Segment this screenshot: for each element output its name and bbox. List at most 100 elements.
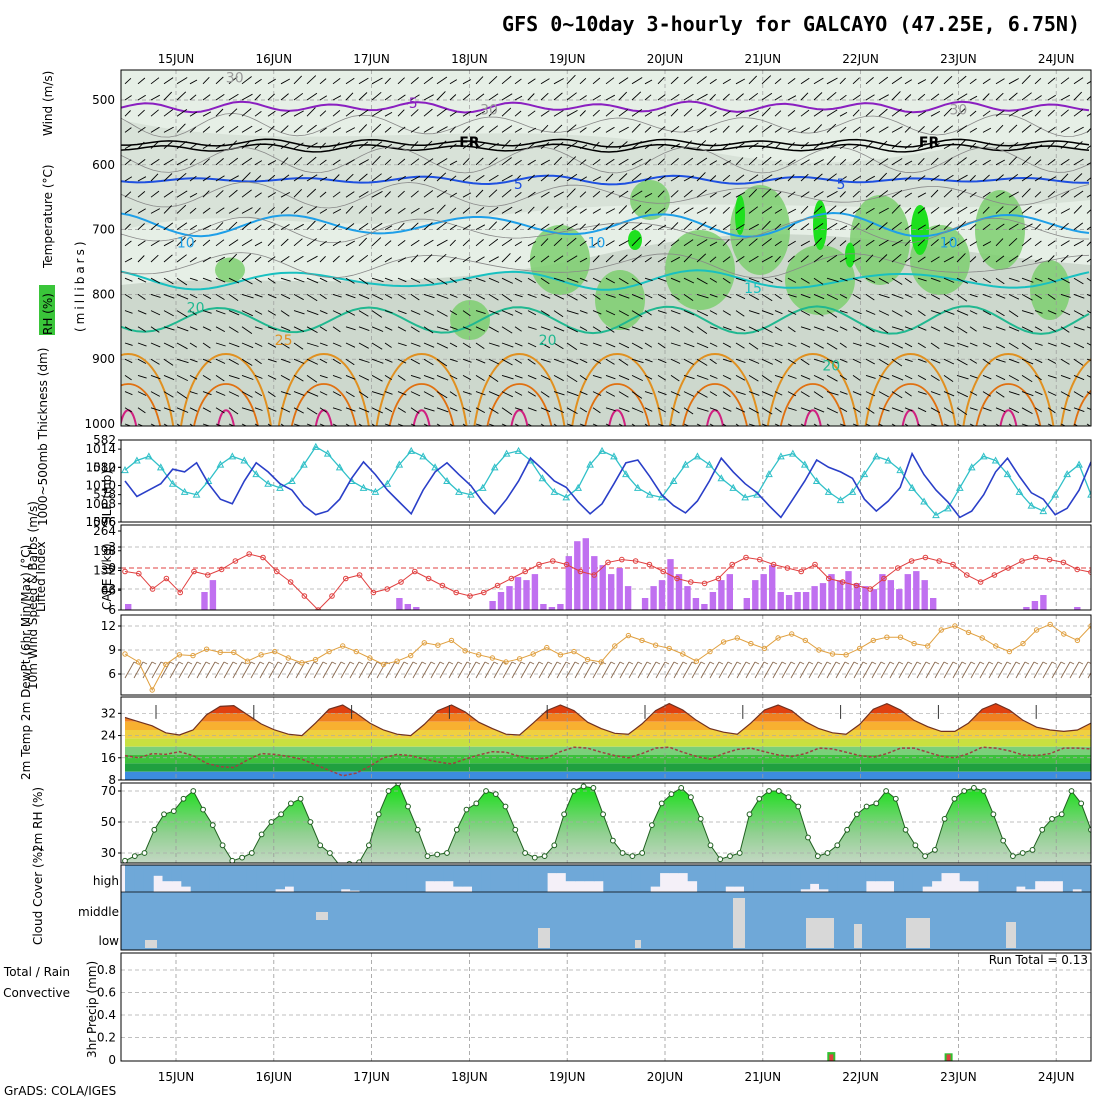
wind-barb bbox=[943, 310, 955, 315]
wind-barb bbox=[332, 223, 341, 230]
wind-barb-feather bbox=[142, 661, 148, 665]
wind-barb bbox=[215, 222, 224, 230]
wind-barb bbox=[943, 206, 954, 214]
temp-band bbox=[125, 730, 1091, 739]
wind-barb bbox=[215, 76, 224, 85]
wind-barb bbox=[605, 126, 615, 133]
wind-barb bbox=[891, 204, 901, 214]
wind-barb bbox=[553, 310, 564, 318]
rh-point bbox=[892, 795, 899, 802]
wind-barb bbox=[1073, 326, 1085, 331]
wind-barb bbox=[137, 176, 147, 182]
wind-barb bbox=[124, 223, 131, 230]
wind-barb bbox=[748, 375, 759, 382]
wind-barb-feather bbox=[565, 661, 571, 665]
lifted-point bbox=[550, 558, 556, 564]
isotherm-20 bbox=[121, 305, 1090, 335]
wind-barb bbox=[565, 661, 576, 679]
lifted-point bbox=[674, 575, 680, 582]
wind-barb bbox=[345, 173, 354, 182]
temp-axis-label: 2m Temp 2m DewPt (6hr Min/Max) (°C) bbox=[19, 545, 33, 780]
wind-barb bbox=[514, 224, 522, 230]
wind-barb bbox=[1073, 158, 1084, 166]
wind-barb bbox=[501, 125, 513, 133]
wind-barb bbox=[553, 391, 565, 396]
wind-barb bbox=[579, 391, 588, 396]
wind-barb bbox=[280, 375, 291, 381]
wind-barb bbox=[371, 375, 383, 382]
cape-bar bbox=[853, 583, 861, 610]
wind-barb-feather bbox=[538, 661, 544, 665]
wind-barb bbox=[202, 326, 212, 332]
wind-barb bbox=[553, 342, 564, 350]
wind-barb bbox=[215, 158, 224, 166]
wind-barb bbox=[878, 310, 890, 316]
wind-barb bbox=[736, 661, 747, 679]
wind-barb bbox=[254, 310, 263, 315]
wind-barb bbox=[232, 661, 243, 679]
temp-line bbox=[124, 702, 1091, 737]
wind-barb bbox=[436, 204, 446, 214]
wind-barb-feather bbox=[1006, 661, 1012, 665]
wind-barb bbox=[748, 255, 759, 263]
wind-barb bbox=[995, 92, 1004, 101]
wind-barb bbox=[527, 174, 535, 182]
rh-point bbox=[522, 850, 528, 856]
wind-barb bbox=[566, 188, 576, 198]
wind-barb bbox=[345, 293, 356, 299]
wind-barb bbox=[618, 141, 628, 149]
isotherm-label: 15 bbox=[744, 281, 762, 297]
wind-barb bbox=[150, 77, 160, 85]
low-cloud-gap bbox=[806, 918, 834, 948]
rh-point bbox=[209, 822, 216, 828]
lifted-point bbox=[356, 572, 363, 578]
wind-barb bbox=[150, 254, 159, 263]
wind-barb bbox=[891, 407, 904, 413]
wind-barb bbox=[904, 79, 913, 85]
wind-barb bbox=[917, 293, 927, 299]
isotherm-label: 30 bbox=[949, 103, 967, 119]
wind-barb bbox=[280, 293, 291, 300]
wind-barb bbox=[839, 225, 848, 230]
wind-barb bbox=[969, 374, 978, 379]
wind-barb bbox=[514, 174, 521, 182]
panel-bg bbox=[121, 953, 1091, 1061]
wind-barb bbox=[215, 310, 226, 315]
wind-barb bbox=[293, 391, 305, 396]
rh-point bbox=[385, 788, 392, 794]
wind-barb bbox=[488, 174, 499, 182]
lifted-point bbox=[688, 579, 694, 585]
wind-barb bbox=[488, 206, 499, 214]
high-cloud-bar bbox=[331, 865, 342, 892]
wind-barb bbox=[313, 661, 324, 679]
wind-barb bbox=[215, 294, 225, 300]
wind-barb bbox=[657, 423, 666, 426]
high-cloud-bar bbox=[200, 865, 210, 892]
high-cloud-bar bbox=[781, 865, 792, 892]
wind-barb bbox=[319, 407, 327, 413]
wind-barb bbox=[1021, 326, 1033, 333]
wind-barb bbox=[618, 109, 629, 117]
wind-barb bbox=[280, 110, 290, 117]
wind-barb bbox=[423, 108, 433, 117]
cape-bar bbox=[201, 592, 208, 610]
wind-barb bbox=[163, 277, 174, 285]
wind-barb-feather bbox=[925, 661, 931, 665]
wind-barb bbox=[956, 253, 966, 263]
wind-barb bbox=[538, 661, 549, 679]
wind-barb bbox=[1086, 127, 1091, 133]
wind-barb bbox=[462, 93, 471, 101]
wind-barb bbox=[735, 326, 746, 332]
wind-barb bbox=[449, 277, 457, 284]
wind-barb bbox=[943, 391, 955, 397]
wind-barb bbox=[748, 110, 759, 117]
wind-barb bbox=[800, 223, 810, 230]
wind-barb bbox=[579, 423, 587, 426]
rh-point bbox=[473, 800, 480, 807]
wind-barb bbox=[579, 375, 587, 381]
y-tick-label: 24 bbox=[101, 729, 116, 743]
wind-barb-feather bbox=[1033, 661, 1039, 665]
wind-barb bbox=[345, 159, 355, 166]
rh-point bbox=[756, 795, 763, 802]
wind-barb bbox=[709, 374, 718, 379]
